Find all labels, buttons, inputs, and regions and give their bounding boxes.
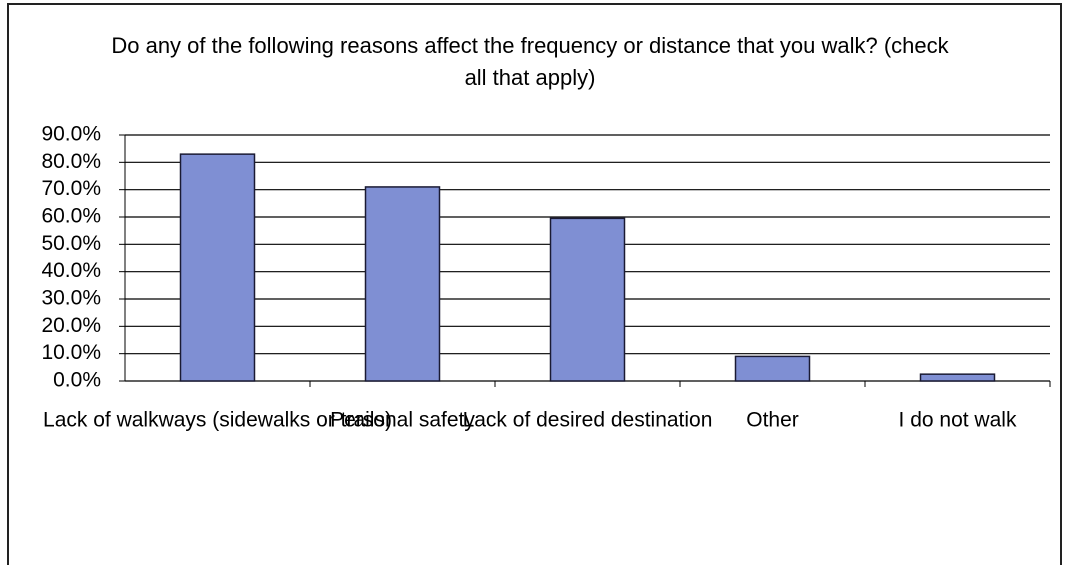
bar — [364, 186, 441, 382]
bar — [179, 153, 256, 382]
x-tick-label: Lack of desired destination — [463, 409, 713, 432]
y-tick-label: 30.0% — [41, 287, 101, 310]
y-tick-label: 20.0% — [41, 314, 101, 337]
bar — [549, 217, 626, 382]
bar — [919, 373, 996, 382]
bar — [734, 355, 811, 382]
x-tick-label: I do not walk — [899, 409, 1017, 432]
x-tick-label: Lack of walkways (sidewalks or trails) — [43, 409, 392, 432]
y-tick-label: 40.0% — [41, 259, 101, 282]
y-tick-label: 50.0% — [41, 232, 101, 255]
y-tick-label: 0.0% — [53, 369, 101, 392]
y-tick-label: 90.0% — [41, 123, 101, 146]
x-tick-label: Other — [746, 409, 799, 432]
frame — [7, 3, 1062, 565]
x-tick-label: Personal safety — [330, 409, 475, 432]
y-tick-label: 70.0% — [41, 177, 101, 200]
y-tick-label: 10.0% — [41, 341, 101, 364]
y-tick-label: 80.0% — [41, 150, 101, 173]
chart-title: Do any of the following reasons affect t… — [111, 33, 949, 90]
y-tick-label: 60.0% — [41, 205, 101, 228]
